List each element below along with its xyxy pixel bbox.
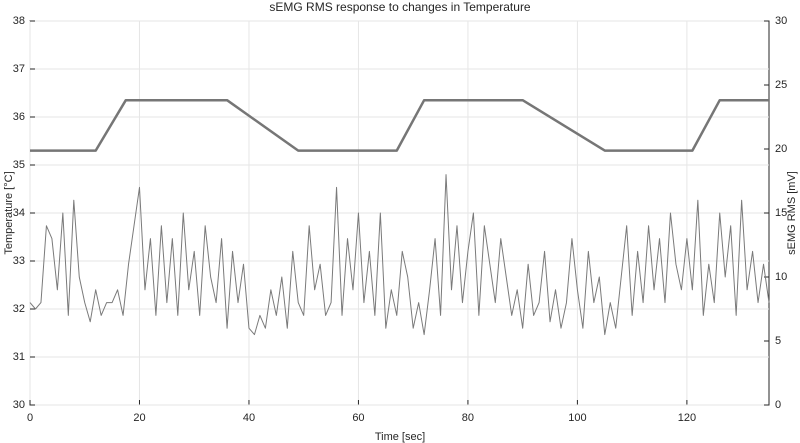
- x-tick-label: 40: [243, 412, 255, 424]
- y2-tick-label: 15: [775, 207, 787, 219]
- y-tick-label: 31: [13, 351, 25, 363]
- x-tick-label: 60: [352, 412, 364, 424]
- y-tick-label: 35: [13, 159, 25, 171]
- y2-axis-label: sEMG RMS [mV]: [786, 171, 798, 255]
- data-line: [29, 174, 770, 336]
- data-line: [30, 98, 769, 152]
- y2-tick-label: 25: [775, 79, 787, 91]
- chart-title: sEMG RMS response to changes in Temperat…: [269, 0, 531, 14]
- x-tick-label: 20: [133, 412, 145, 424]
- y2-tick-label: 30: [775, 15, 787, 27]
- y-tick-label: 30: [13, 399, 25, 411]
- y-axis-label: Temperature [°C]: [3, 171, 15, 254]
- y-tick-label: 33: [13, 255, 25, 267]
- y-tick-label: 36: [13, 111, 25, 123]
- y-tick-label: 38: [13, 15, 25, 27]
- y-tick-label: 34: [13, 207, 25, 219]
- y2-tick-label: 0: [775, 399, 781, 411]
- x-tick-label: 120: [678, 412, 696, 424]
- y2-tick-label: 20: [775, 143, 787, 155]
- x-tick-label: 0: [27, 412, 33, 424]
- x-axis-label: Time [sec]: [375, 431, 425, 443]
- y-tick-label: 32: [13, 303, 25, 315]
- y2-tick-label: 10: [775, 271, 787, 283]
- x-tick-label: 100: [568, 412, 586, 424]
- y2-tick-label: 5: [775, 335, 781, 347]
- y-tick-label: 37: [13, 63, 25, 75]
- x-tick-label: 80: [462, 412, 474, 424]
